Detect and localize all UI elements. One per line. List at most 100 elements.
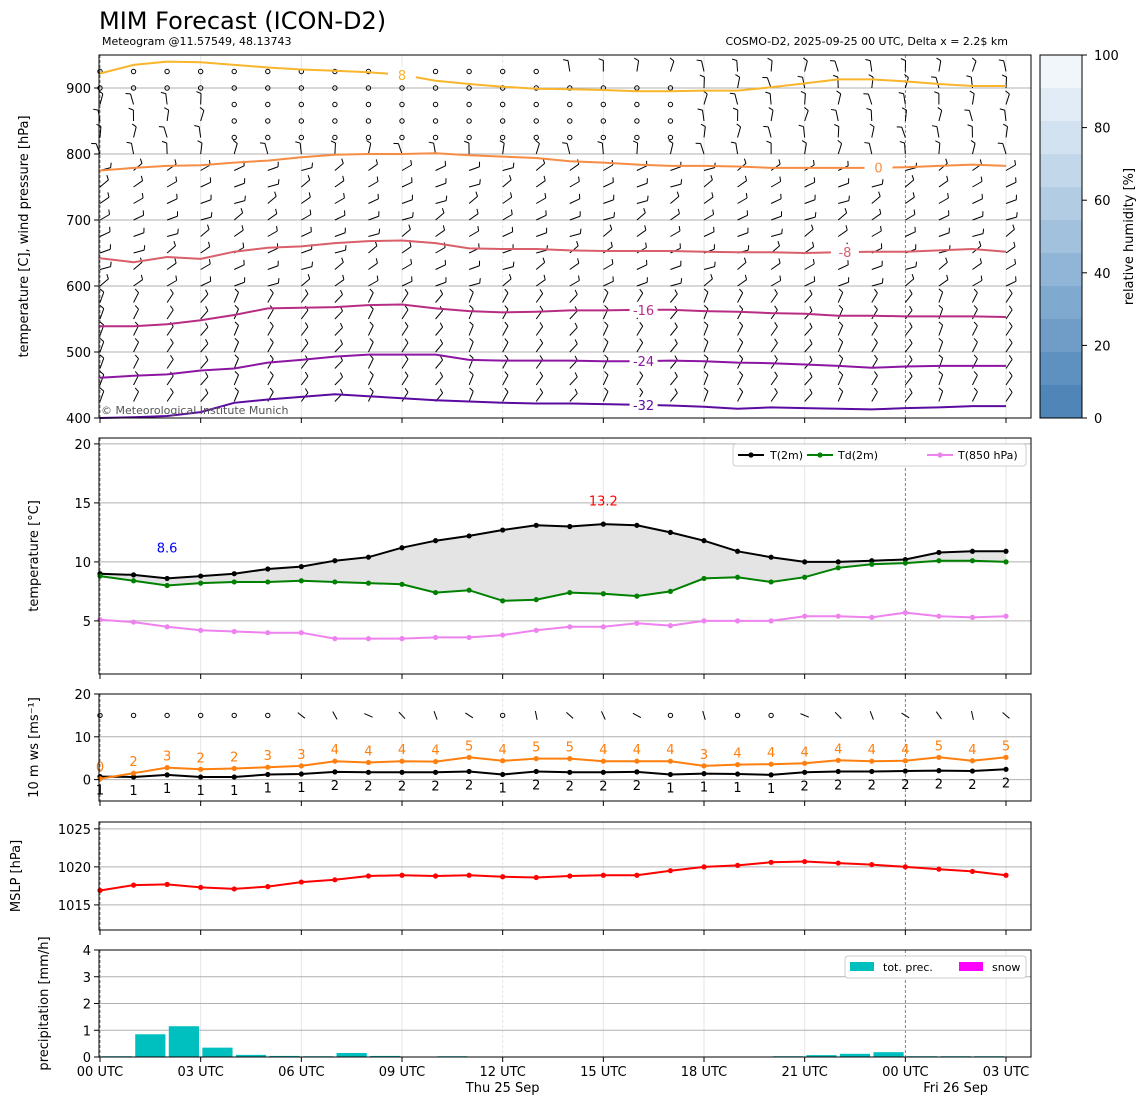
wind-barb-flag — [428, 141, 434, 144]
wind-barb — [636, 142, 639, 155]
wind-barb — [1005, 216, 1017, 221]
wind-barb — [267, 265, 279, 270]
wind-barb — [468, 282, 480, 287]
wind-barb — [569, 198, 580, 204]
calm-wind-circle — [432, 134, 439, 141]
data-label: 2 — [230, 750, 238, 765]
wind-barb — [166, 215, 178, 221]
y-tick-label: 10 — [74, 731, 91, 746]
wind-barb — [502, 266, 514, 270]
wind-barb — [401, 199, 413, 204]
series-point — [198, 573, 204, 579]
series-point — [130, 882, 137, 888]
calm-wind-circle — [365, 101, 372, 108]
data-label: 5 — [1002, 739, 1010, 754]
wind-barb — [905, 167, 917, 171]
series-point — [734, 548, 741, 554]
calm-wind-circle — [298, 101, 305, 108]
calm-wind-circle — [265, 134, 271, 141]
wind-barb-flag — [208, 258, 211, 265]
wind-barb-flag — [574, 388, 578, 394]
wind-barb-flag — [304, 338, 309, 344]
wind-barb — [267, 282, 279, 287]
data-label: 1 — [230, 784, 238, 799]
wind-barb — [938, 374, 944, 386]
wind-barb-flag — [604, 305, 609, 310]
wind-barb-flag — [404, 387, 409, 393]
colorbar-band — [1040, 352, 1082, 386]
series-point — [399, 758, 405, 764]
time-tick-label: 09 UTC — [379, 1065, 425, 1080]
wind-barb — [535, 279, 546, 287]
wind-barb — [837, 341, 844, 353]
wind-barb — [837, 374, 844, 386]
wind-barb-flag — [269, 387, 274, 393]
wind-barb-flag — [205, 322, 209, 328]
wind-barb-flag — [809, 355, 813, 361]
series-point — [164, 772, 170, 778]
data-label: 2 — [197, 751, 205, 766]
wind-barb — [804, 246, 814, 254]
series-point — [936, 549, 942, 556]
wind-barb — [200, 229, 210, 237]
calm-wind-circle — [499, 134, 506, 141]
wind-barb — [837, 143, 843, 155]
wind-barb — [367, 374, 374, 386]
wind-barb — [603, 280, 614, 287]
wind-barb-flag — [539, 322, 544, 327]
wind-barb — [468, 230, 479, 237]
wind-barb — [401, 359, 409, 369]
wind-barb — [905, 278, 915, 287]
series-point — [97, 887, 103, 894]
wind-barb — [200, 280, 211, 287]
wind-barb — [632, 712, 642, 718]
calm-wind-circle — [533, 68, 539, 75]
wind-barb-flag — [714, 261, 716, 267]
wind-barb — [299, 143, 302, 155]
wind-barb-flag — [441, 208, 445, 214]
wind-barb — [99, 214, 110, 221]
wind-barb-flag — [781, 228, 783, 234]
wind-barb-flag — [909, 322, 913, 328]
wind-barb-flag — [699, 74, 705, 78]
wind-barb — [569, 294, 578, 303]
series-point — [198, 627, 204, 633]
wind-barb — [603, 164, 614, 171]
data-label: 1 — [733, 781, 741, 796]
wind-barb-flag — [469, 387, 474, 392]
data-label: 1 — [163, 782, 171, 797]
series-point — [198, 884, 204, 891]
data-label: 4 — [666, 743, 674, 758]
wind-barb — [636, 375, 644, 386]
wind-barb — [267, 375, 274, 386]
wind-barb-flag — [739, 387, 744, 393]
wind-barb — [99, 341, 105, 353]
axes-frame — [98, 437, 1032, 675]
wind-barb-flag — [579, 228, 582, 234]
wind-barb-flag — [898, 92, 904, 95]
series-point — [466, 587, 472, 593]
wind-barb — [569, 233, 581, 237]
wind-barb-flag — [909, 371, 913, 377]
wind-barb-flag — [269, 288, 274, 294]
wind-barb — [770, 60, 773, 72]
series-point — [734, 618, 741, 624]
series-point — [265, 579, 271, 585]
wind-barb — [435, 229, 445, 237]
axes-frame — [98, 693, 1032, 802]
calm-wind-circle — [164, 712, 170, 719]
calm-wind-circle — [567, 101, 573, 108]
wind-barb — [670, 343, 678, 353]
wind-barb-flag — [341, 257, 344, 263]
calm-wind-circle — [667, 85, 674, 91]
calm-wind-circle — [265, 712, 271, 719]
wind-barb — [166, 262, 177, 270]
calm-wind-circle — [734, 712, 741, 719]
series-point — [265, 566, 271, 572]
wind-barb — [165, 93, 168, 105]
wind-barb-flag — [244, 195, 246, 201]
wind-barb-flag — [576, 241, 579, 247]
wind-barb-flag — [676, 191, 680, 197]
series-point — [802, 760, 808, 766]
wind-barb-flag — [477, 225, 480, 232]
